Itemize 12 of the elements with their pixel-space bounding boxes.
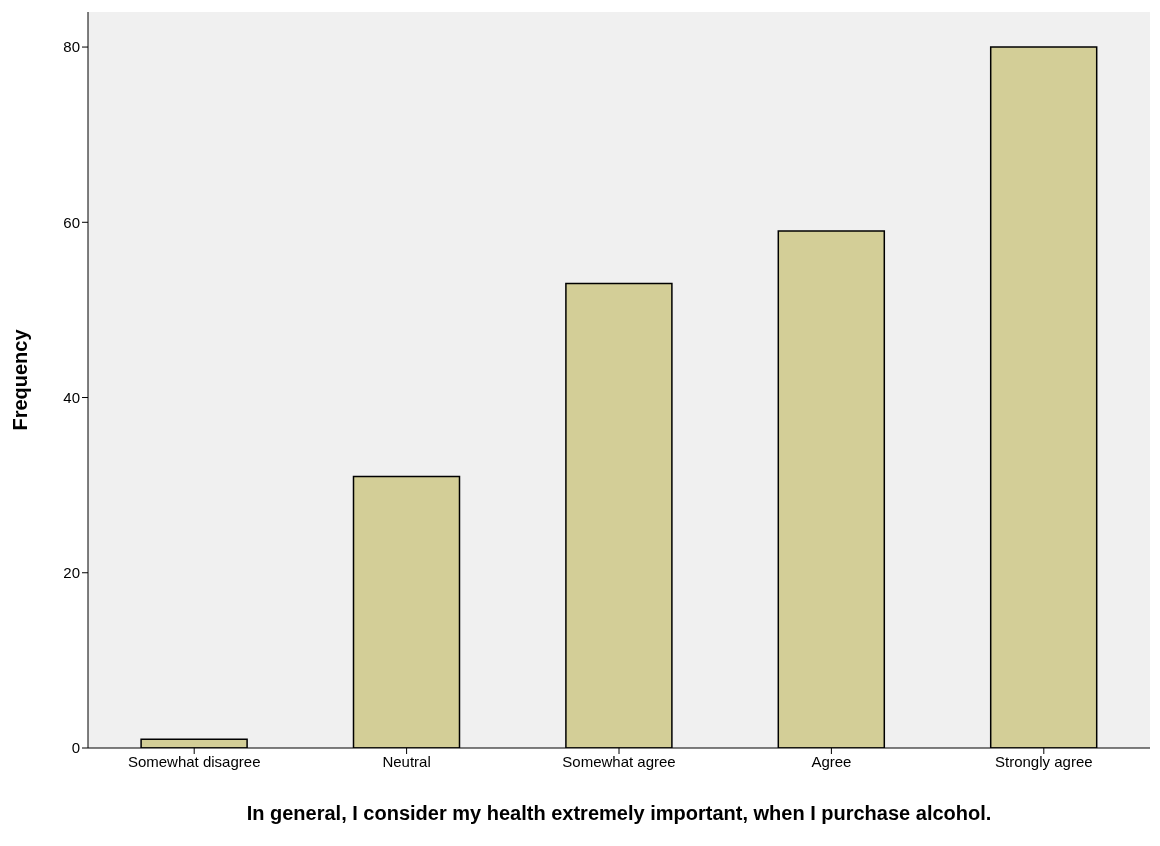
y-axis-title: Frequency [9,328,32,431]
x-tick-label: Somewhat agree [562,752,676,770]
y-tick-label: 80 [63,38,80,56]
x-axis-title: In general, I consider my health extremely important, when I purchase alcohol. [246,802,992,824]
y-tick-label: 0 [71,739,80,757]
x-tick-label: Strongly agree [995,752,1093,770]
y-tick-label: 20 [63,564,80,582]
y-tick-label: 40 [63,388,80,406]
y-tick-label: 60 [63,213,80,231]
x-tick-label: Agree [811,752,852,770]
x-tick-label: Somewhat disagree [127,752,261,770]
x-tick-label: Neutral [382,752,431,770]
